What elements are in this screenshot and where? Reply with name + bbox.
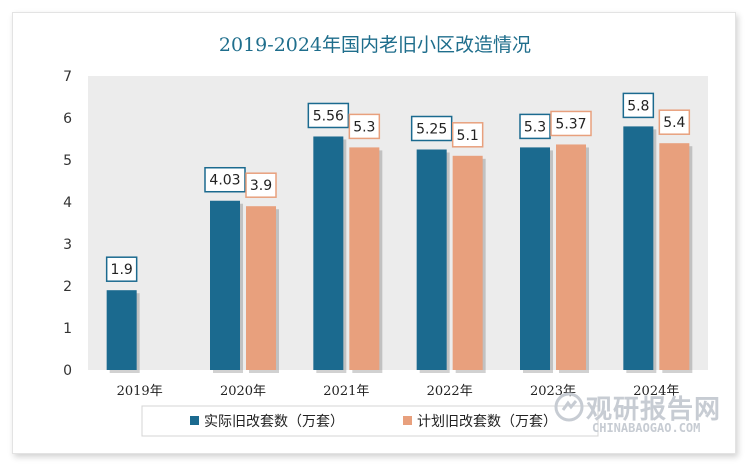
bar-actual	[416, 149, 447, 370]
legend-label: 实际旧改套数（万套）	[204, 414, 344, 430]
data-label-box	[245, 172, 277, 198]
bar-actual	[313, 136, 344, 370]
data-label: 5.56	[313, 108, 344, 124]
legend-label: 计划旧改套数（万套）	[417, 414, 557, 430]
data-label: 5.4	[663, 115, 685, 131]
plot-area	[88, 76, 708, 370]
data-label-box	[105, 256, 138, 282]
data-label-box	[410, 115, 453, 142]
bar-planned	[452, 155, 483, 370]
bar-planned	[659, 143, 690, 370]
watermark-logo-icon	[554, 392, 584, 422]
data-label-box	[519, 113, 551, 140]
bar-planned	[349, 147, 380, 370]
data-label: 1.9	[111, 262, 133, 278]
y-tick-label: 1	[63, 321, 72, 337]
x-tick-label: 2022年	[427, 384, 473, 399]
x-tick-label: 2020年	[220, 384, 266, 399]
data-label: 5.8	[627, 98, 649, 114]
legend-swatch	[190, 416, 199, 425]
bar-planned	[556, 144, 586, 370]
legend-swatch	[403, 416, 412, 425]
data-label-box	[348, 113, 381, 140]
data-label-box	[451, 122, 484, 148]
watermark-url: CHINABAOGAO.COM	[592, 421, 701, 435]
data-label-box	[550, 110, 592, 137]
y-tick-label: 3	[63, 237, 72, 253]
chart-title: 2019-2024年国内老旧小区改造情况	[218, 34, 532, 56]
bar-actual	[623, 126, 654, 371]
data-label: 3.9	[250, 178, 272, 194]
y-tick-label: 5	[63, 153, 72, 169]
legend-box	[141, 405, 599, 437]
data-label: 4.03	[209, 173, 240, 189]
data-label: 5.37	[555, 116, 586, 132]
y-tick-label: 4	[63, 195, 72, 211]
data-label-box	[204, 166, 246, 193]
y-tick-label: 2	[63, 279, 72, 295]
data-label-box	[658, 109, 691, 135]
y-tick-label: 7	[63, 69, 72, 85]
x-tick-label: 2024年	[633, 384, 679, 399]
x-tick-label: 2021年	[323, 384, 369, 399]
bar-actual	[106, 290, 137, 370]
data-label: 5.3	[524, 119, 546, 135]
y-tick-label: 0	[63, 363, 72, 379]
data-label: 5.25	[416, 122, 447, 138]
bar-actual	[210, 200, 240, 370]
bar-actual	[520, 147, 550, 370]
data-label: 5.3	[353, 119, 375, 135]
y-tick-label: 6	[63, 111, 72, 127]
data-label-box	[622, 92, 655, 119]
data-label-box	[307, 102, 350, 129]
x-tick-label: 2019年	[117, 384, 163, 399]
bar-planned	[246, 206, 276, 370]
watermark-name: 观研报告网	[586, 395, 722, 425]
data-label: 5.1	[457, 128, 479, 144]
